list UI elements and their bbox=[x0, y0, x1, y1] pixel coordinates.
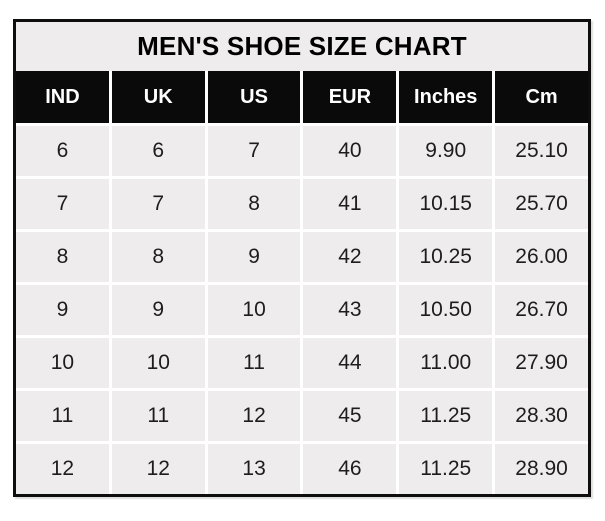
table-cell: 45 bbox=[300, 391, 396, 441]
table-row: 12 12 13 46 11.25 28.90 bbox=[16, 441, 588, 494]
table-cell: 10.15 bbox=[396, 179, 492, 229]
table-cell: 11.25 bbox=[396, 391, 492, 441]
table-cell: 11 bbox=[204, 338, 301, 388]
chart-title: MEN'S SHOE SIZE CHART bbox=[16, 22, 588, 71]
table-cell: 13 bbox=[204, 444, 301, 494]
table-cell: 12 bbox=[50, 457, 75, 480]
table-cell: 10 bbox=[50, 351, 75, 374]
column-header-us: US bbox=[204, 71, 301, 123]
table-row: 8 8 9 42 10.25 26.00 bbox=[16, 229, 588, 282]
table-cell: 10 bbox=[204, 285, 301, 335]
table-cell: 9.90 bbox=[396, 126, 492, 176]
table-cell: 11.00 bbox=[396, 338, 492, 388]
table-header-row: IND UK US EUR Inches Cm bbox=[16, 71, 588, 123]
column-header-cm: Cm bbox=[492, 71, 588, 123]
table-cell: 7 bbox=[56, 192, 69, 215]
table-cell: 11 bbox=[108, 391, 205, 441]
table-cell: 11.25 bbox=[396, 444, 492, 494]
table-row: 6 6 7 40 9.90 25.10 bbox=[16, 123, 588, 176]
column-header-eur: EUR bbox=[300, 71, 396, 123]
table-cell: 7 bbox=[108, 179, 205, 229]
table-cell: 10.25 bbox=[396, 232, 492, 282]
column-header-ind: IND bbox=[45, 85, 80, 108]
table-cell: 8 bbox=[204, 179, 301, 229]
table-cell: 28.90 bbox=[492, 444, 588, 494]
table-row: 10 10 11 44 11.00 27.90 bbox=[16, 335, 588, 388]
table-cell: 9 bbox=[108, 285, 205, 335]
table-cell: 11 bbox=[51, 404, 74, 427]
column-header-uk: UK bbox=[108, 71, 205, 123]
table-cell: 26.70 bbox=[492, 285, 588, 335]
table-cell: 25.10 bbox=[492, 126, 588, 176]
table-cell: 9 bbox=[56, 298, 69, 321]
table-cell: 26.00 bbox=[492, 232, 588, 282]
table-cell: 10 bbox=[108, 338, 205, 388]
table-cell: 25.70 bbox=[492, 179, 588, 229]
table-cell: 44 bbox=[300, 338, 396, 388]
shoe-size-chart-table: MEN'S SHOE SIZE CHART IND UK US EUR Inch… bbox=[13, 19, 591, 497]
table-cell: 43 bbox=[300, 285, 396, 335]
table-row: 11 11 12 45 11.25 28.30 bbox=[16, 388, 588, 441]
table-cell: 6 bbox=[108, 126, 205, 176]
table-cell: 12 bbox=[204, 391, 301, 441]
table-cell: 9 bbox=[204, 232, 301, 282]
table-row: 7 7 8 41 10.15 25.70 bbox=[16, 176, 588, 229]
table-row: 9 9 10 43 10.50 26.70 bbox=[16, 282, 588, 335]
table-cell: 8 bbox=[56, 245, 69, 268]
table-cell: 7 bbox=[204, 126, 301, 176]
table-cell: 40 bbox=[300, 126, 396, 176]
table-cell: 27.90 bbox=[492, 338, 588, 388]
table-cell: 42 bbox=[300, 232, 396, 282]
table-cell: 12 bbox=[108, 444, 205, 494]
table-cell: 10.50 bbox=[396, 285, 492, 335]
table-cell: 28.30 bbox=[492, 391, 588, 441]
table-cell: 8 bbox=[108, 232, 205, 282]
column-header-inches: Inches bbox=[396, 71, 492, 123]
table-cell: 46 bbox=[300, 444, 396, 494]
table-cell: 41 bbox=[300, 179, 396, 229]
table-cell: 6 bbox=[56, 139, 69, 162]
